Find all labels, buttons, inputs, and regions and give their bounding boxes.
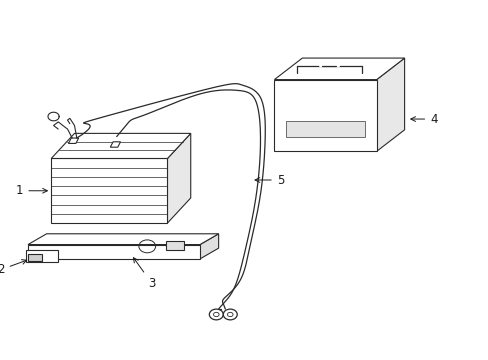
Polygon shape: [274, 80, 376, 151]
Polygon shape: [68, 138, 79, 143]
Polygon shape: [110, 142, 120, 147]
Polygon shape: [51, 158, 167, 223]
Polygon shape: [285, 121, 365, 137]
Text: 4: 4: [410, 113, 437, 126]
Text: 3: 3: [133, 258, 155, 290]
Polygon shape: [167, 134, 190, 223]
Text: 2: 2: [0, 260, 27, 276]
Polygon shape: [165, 241, 184, 250]
Polygon shape: [28, 234, 218, 244]
Polygon shape: [200, 234, 218, 259]
Polygon shape: [376, 58, 404, 151]
Polygon shape: [51, 134, 190, 158]
Polygon shape: [274, 58, 404, 80]
Text: 5: 5: [255, 174, 284, 186]
Polygon shape: [28, 253, 42, 261]
Polygon shape: [26, 250, 58, 262]
Polygon shape: [28, 244, 200, 259]
Text: 1: 1: [16, 184, 47, 197]
